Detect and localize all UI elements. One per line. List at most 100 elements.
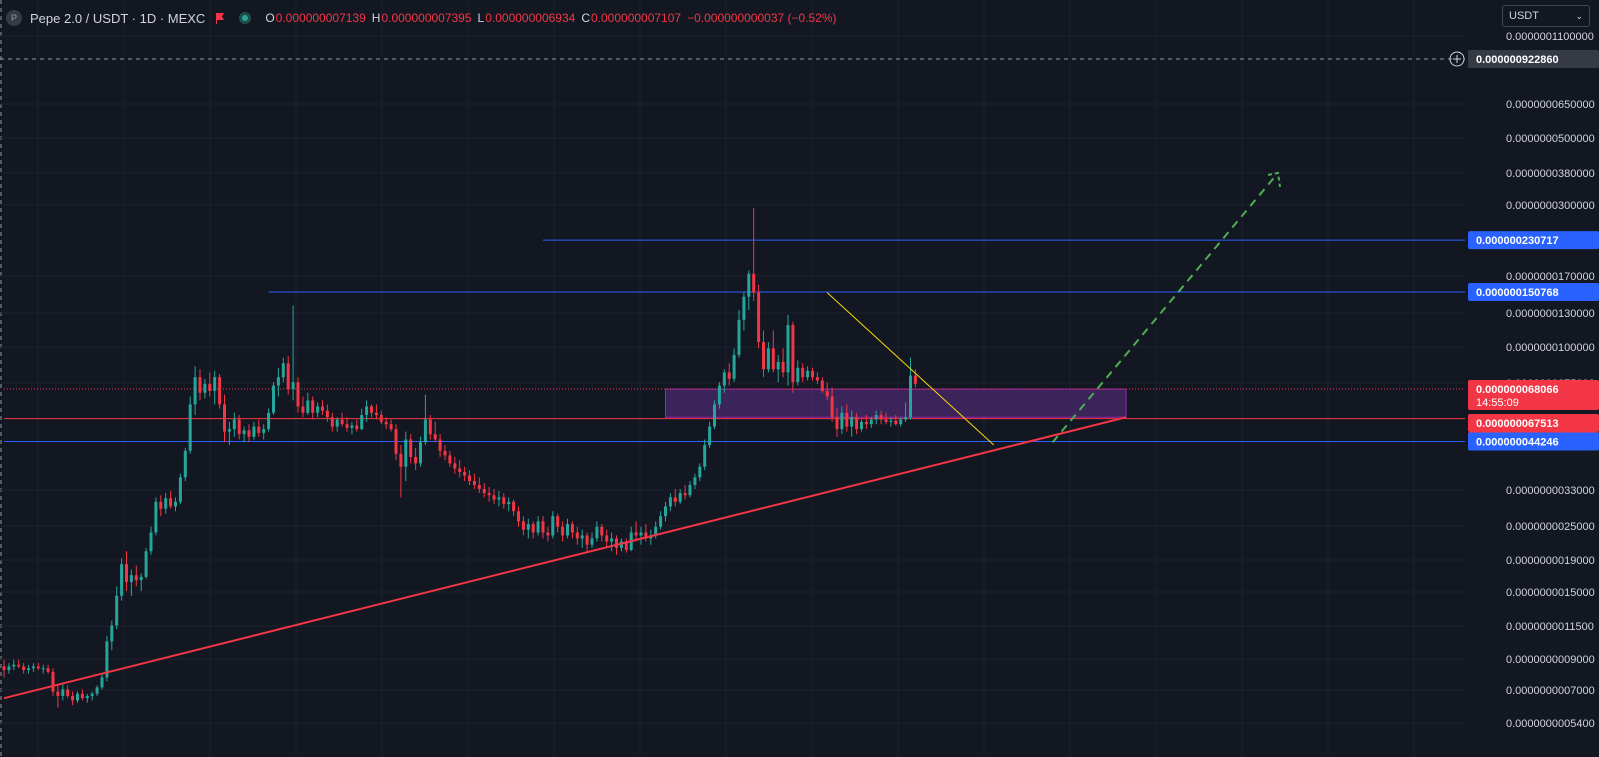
projection-arrow — [1051, 172, 1279, 443]
candle-body — [551, 516, 555, 536]
candle-body — [242, 430, 246, 435]
candle-body — [654, 526, 658, 536]
candle-body — [909, 375, 912, 418]
candle-body — [433, 434, 437, 440]
candle-body — [100, 677, 104, 688]
candle-body — [188, 404, 192, 451]
symbol-legend: P Pepe 2.0 / USDT · 1D · MEXC O 0.0000000… — [6, 9, 843, 27]
candle-body — [463, 471, 467, 476]
axis-tick-label: 0.0000000130000 — [1506, 308, 1595, 320]
candle-body — [360, 415, 364, 430]
candle-body — [198, 377, 202, 393]
candle-body — [409, 439, 413, 457]
candle-body — [306, 400, 310, 413]
candle-body — [869, 419, 873, 425]
descending-trendline — [826, 292, 995, 446]
candle-body — [374, 412, 378, 416]
symbol-title[interactable]: Pepe 2.0 / USDT · 1D · MEXC — [30, 10, 206, 26]
candle-body — [860, 421, 863, 430]
price-marker-label — [1468, 231, 1599, 250]
axis-tick-label: 0.0000000011500 — [1506, 621, 1594, 633]
candle-body — [786, 325, 790, 373]
candle-body — [56, 691, 60, 696]
plus-circle — [1449, 51, 1465, 67]
candle-body — [762, 342, 765, 370]
candle-body — [17, 664, 21, 667]
candle-body — [379, 415, 383, 422]
candle-body — [796, 367, 800, 383]
candle-body — [820, 380, 824, 391]
candle-body — [448, 455, 452, 464]
candle-body — [208, 383, 212, 391]
candle-body — [806, 370, 810, 378]
projection-arrow-head — [1267, 171, 1281, 188]
candle-body — [683, 493, 687, 496]
candle-body — [673, 497, 677, 502]
candle-body — [291, 382, 295, 390]
countdown-text: 14:55:09 — [1476, 397, 1519, 409]
price-marker-text: 0.000000044246 — [1476, 437, 1559, 449]
drawing-layer-back — [0, 58, 1465, 443]
candle-body — [600, 526, 604, 536]
candle-body — [399, 453, 403, 467]
candle-body — [365, 406, 369, 416]
candle-body — [61, 689, 65, 696]
candle-body — [776, 361, 780, 370]
flag-icon[interactable] — [215, 12, 225, 24]
candle-body — [85, 695, 89, 699]
candle-body — [864, 421, 868, 425]
axis-tick-label: 0.0000000033000 — [1506, 485, 1595, 497]
ohlc-open-key: O — [265, 11, 275, 25]
price-marker-text: 0.000000068066 — [1476, 384, 1559, 396]
candle-body — [281, 363, 285, 378]
candle-body — [227, 429, 231, 432]
ohlc-low-key: L — [477, 11, 485, 25]
candle-body — [257, 426, 261, 433]
candle-body — [561, 526, 565, 536]
ohlc-close-key: C — [581, 11, 590, 25]
price-marker-label — [1468, 432, 1599, 451]
ohlc-low-value: 0.000000006934 — [485, 11, 576, 25]
ohlc-close-value: 0.000000007107 — [590, 11, 682, 25]
candle-body — [46, 668, 50, 672]
candle-body — [737, 319, 741, 355]
currency-unit-select[interactable]: USDT ⌄ — [1502, 5, 1590, 27]
market-status-icon — [239, 12, 252, 24]
candle-body — [526, 524, 530, 530]
candle-body — [115, 595, 119, 626]
candle-body — [732, 354, 736, 379]
candle-body — [120, 564, 124, 596]
candle-body — [722, 372, 726, 386]
axis-tick-label: 0.0000000500000 — [1506, 133, 1595, 145]
candle-body — [541, 521, 545, 533]
axis-tick-label: 0.0000000015000 — [1506, 587, 1595, 599]
candle-body — [384, 421, 388, 425]
candle-body — [71, 695, 75, 701]
candle-body — [154, 501, 158, 533]
candle-body — [125, 564, 128, 582]
candle-body — [791, 325, 795, 383]
candle-body — [624, 541, 628, 550]
candle-body — [771, 348, 775, 370]
candle-body — [247, 430, 251, 437]
candle-body — [727, 372, 731, 379]
candle-body — [262, 429, 266, 433]
price-marker-text: 0.000000922860 — [1476, 54, 1559, 66]
candle-body — [105, 641, 109, 678]
candle-body — [570, 524, 574, 533]
axis-tick-label: 0.0000000650000 — [1506, 99, 1595, 111]
grid-lines — [0, 0, 1465, 757]
candle-body — [850, 417, 854, 427]
candle-body — [428, 419, 432, 435]
candle-body — [345, 424, 349, 428]
candle-body — [698, 466, 702, 478]
candle-body — [747, 273, 751, 297]
candle-body — [644, 532, 648, 539]
candle-body — [144, 551, 148, 577]
candle-body — [389, 424, 393, 430]
candle-body — [438, 439, 442, 451]
price-markers: 0.000000922860 0.000000230717 0.0000001507… — [1449, 50, 1599, 451]
candle-body — [595, 526, 599, 539]
